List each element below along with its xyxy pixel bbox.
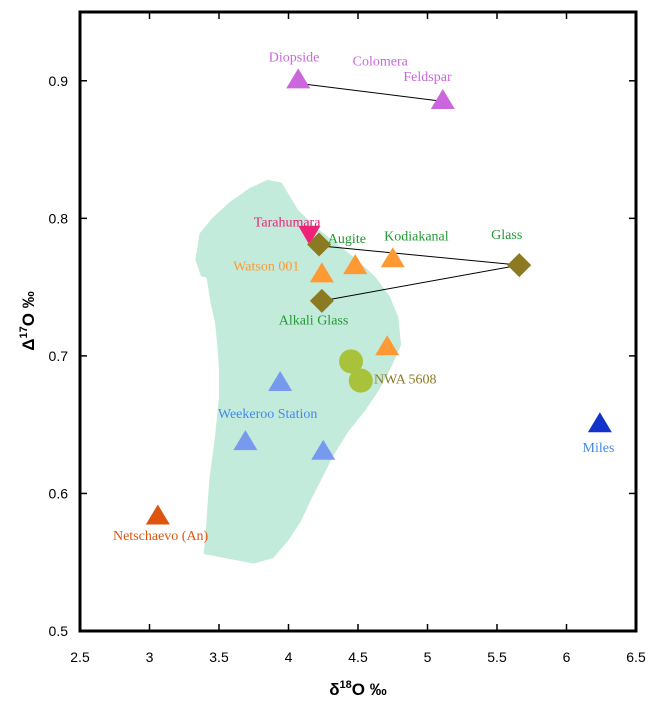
data-point-4 [309, 288, 334, 313]
x-tick-label-4: 4.5 [348, 649, 368, 665]
data-point-5 [507, 253, 532, 278]
data-point-7 [343, 254, 368, 275]
annotation-label-10: Weekeroo Station [218, 407, 318, 422]
x-tick-label-3: 4 [285, 649, 293, 665]
x-tick-label-6: 5.5 [487, 649, 507, 665]
data-point-11 [348, 368, 373, 393]
x-tick-label-0: 2.5 [70, 649, 90, 665]
y-axis-title-sup: 17 [18, 326, 30, 338]
data-point-16 [587, 412, 612, 433]
data-points [145, 68, 612, 525]
x-axis-title: δ18O ‰ [329, 679, 387, 699]
data-point-2 [298, 225, 321, 245]
annotation-label-0: Diopside [269, 51, 320, 66]
data-point-1 [430, 89, 455, 110]
annotation-label-5: Kodiakanal [384, 229, 449, 244]
annotation-label-6: Glass [491, 228, 522, 243]
x-tick-label-7: 6 [563, 649, 571, 665]
data-point-0 [286, 68, 311, 89]
x-axis-title-sup: 18 [340, 679, 352, 691]
data-point-8 [380, 247, 405, 268]
data-point-12 [268, 371, 293, 392]
annotation-label-1: Colomera [353, 55, 409, 70]
x-tick-label-8: 6.5 [626, 649, 646, 665]
data-point-9 [375, 335, 400, 356]
data-point-15 [145, 504, 170, 525]
y-axis-title-prefix: Δ [19, 338, 38, 350]
x-tick-label-1: 3 [146, 649, 154, 665]
x-axis-title-prefix: δ [329, 680, 339, 699]
tie-line-0 [299, 83, 443, 102]
region-polygon [195, 179, 402, 564]
annotation-label-9: NWA 5608 [374, 372, 437, 387]
annotation-label-8: Alkali Glass [279, 313, 349, 328]
x-axis-title-suffix: O ‰ [352, 680, 387, 699]
annotation-label-4: Augite [328, 232, 366, 247]
y-tick-label-1: 0.6 [49, 485, 69, 501]
y-axis-title-suffix: O ‰ [19, 291, 38, 326]
annotation-label-7: Watson 001 [233, 260, 299, 275]
data-point-10 [339, 349, 364, 374]
x-tick-label-2: 3.5 [209, 649, 229, 665]
y-tick-label-3: 0.8 [49, 210, 69, 226]
y-tick-label-2: 0.7 [49, 348, 69, 364]
x-tick-label-5: 5 [424, 649, 432, 665]
annotation-label-2: Feldspar [403, 70, 452, 85]
y-axis-title: Δ17O ‰ [18, 291, 38, 350]
annotation-label-11: Miles [583, 441, 615, 456]
data-point-13 [233, 430, 258, 451]
y-tick-label-0: 0.5 [49, 623, 69, 639]
y-axis-ticks: 0.5 0.6 0.7 0.8 0.9 [49, 73, 636, 639]
x-axis-ticks: 2.5 3 3.5 4 4.5 5 5.5 6 6.5 [70, 12, 646, 665]
data-point-14 [311, 439, 336, 460]
composition-region [195, 179, 402, 564]
data-point-3 [307, 232, 332, 257]
annotation-label-3: Tarahumara [254, 216, 321, 231]
annotation-label-12: Netschaevo (An) [113, 529, 209, 544]
data-point-6 [309, 262, 334, 283]
y-tick-label-4: 0.9 [49, 73, 69, 89]
